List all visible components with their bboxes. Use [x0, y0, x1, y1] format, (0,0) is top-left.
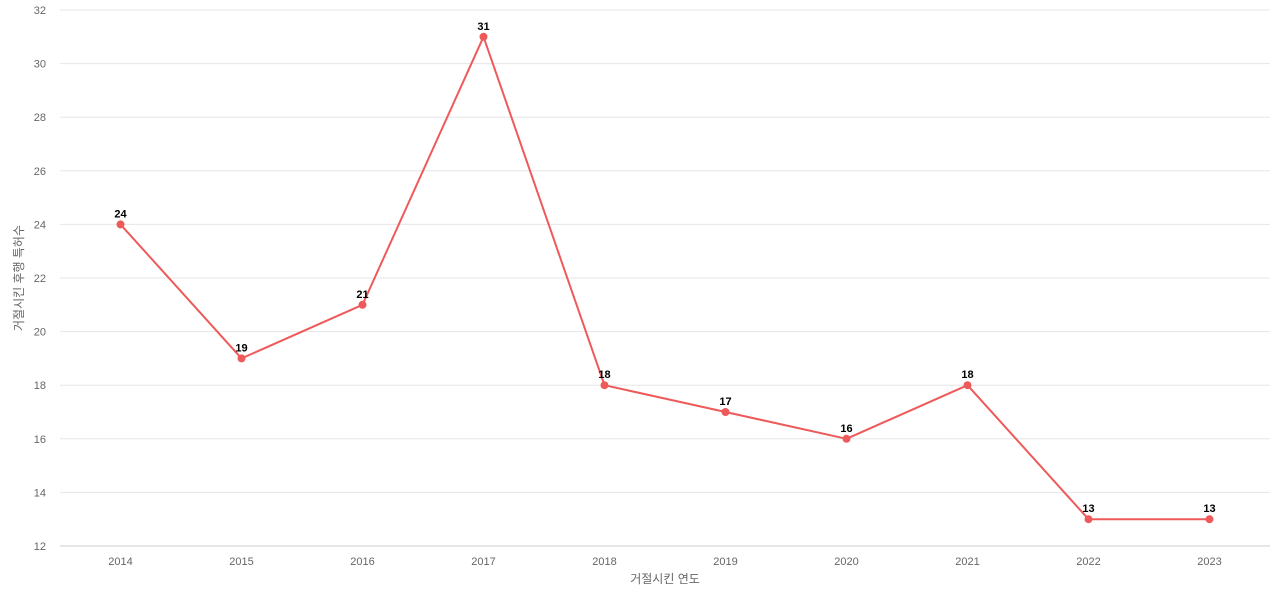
y-tick-label: 16: [34, 434, 46, 446]
x-tick-label: 2023: [1197, 556, 1221, 568]
data-label: 16: [840, 423, 852, 435]
y-tick-label: 14: [34, 487, 46, 499]
data-label: 31: [477, 21, 489, 33]
x-axis-title: 거절시킨 연도: [630, 572, 700, 586]
data-point[interactable]: [116, 220, 125, 229]
x-tick-label: 2022: [1076, 556, 1100, 568]
x-tick-label: 2016: [350, 556, 374, 568]
x-axis-ticks: 2014 2015 2016 2017 2018 2019 2020 2021 2022 2023: [108, 556, 1221, 568]
data-point[interactable]: [237, 354, 246, 363]
data-point[interactable]: [358, 300, 367, 309]
data-point[interactable]: [721, 408, 730, 416]
data-points: [116, 32, 1214, 524]
y-tick-label: 32: [34, 5, 46, 17]
gridlines: [60, 9, 1270, 547]
series-line-path: [119, 35, 1210, 521]
x-tick-label: 2018: [592, 556, 616, 568]
data-label: 13: [1203, 503, 1215, 515]
x-tick-label: 2017: [471, 556, 495, 568]
data-point[interactable]: [479, 32, 488, 41]
y-tick-label: 22: [34, 273, 46, 285]
x-tick-label: 2019: [713, 556, 737, 568]
y-tick-label: 30: [34, 59, 46, 71]
data-point[interactable]: [1084, 515, 1093, 524]
data-label: 17: [719, 396, 731, 408]
data-point[interactable]: [600, 381, 609, 390]
data-label: 24: [114, 208, 127, 220]
x-tick-label: 2021: [955, 556, 979, 568]
data-point[interactable]: [1205, 515, 1214, 524]
x-tick-label: 2014: [108, 556, 132, 568]
y-tick-label: 12: [34, 541, 46, 553]
data-label: 18: [961, 369, 973, 381]
data-label: 18: [598, 369, 610, 381]
data-label: 21: [356, 289, 368, 301]
y-axis-ticks: 12 14 16 18 20 22 24 26 28 30 32: [34, 5, 46, 553]
data-point[interactable]: [963, 381, 972, 390]
data-point[interactable]: [842, 434, 851, 443]
x-tick-label: 2020: [834, 556, 858, 568]
x-tick-label: 2015: [229, 556, 253, 568]
y-axis-title: 거절시킨 후행 특허수: [11, 225, 26, 331]
y-tick-label: 18: [34, 380, 46, 392]
data-label: 13: [1082, 503, 1094, 515]
data-labels: 24 19 21 31 18 17 16 18 13 13: [114, 21, 1215, 515]
y-tick-label: 28: [34, 112, 46, 124]
y-tick-label: 20: [34, 327, 46, 339]
y-tick-label: 24: [34, 219, 46, 231]
y-tick-label: 26: [34, 166, 46, 178]
data-label: 19: [235, 342, 247, 354]
series-line: [119, 35, 1210, 521]
